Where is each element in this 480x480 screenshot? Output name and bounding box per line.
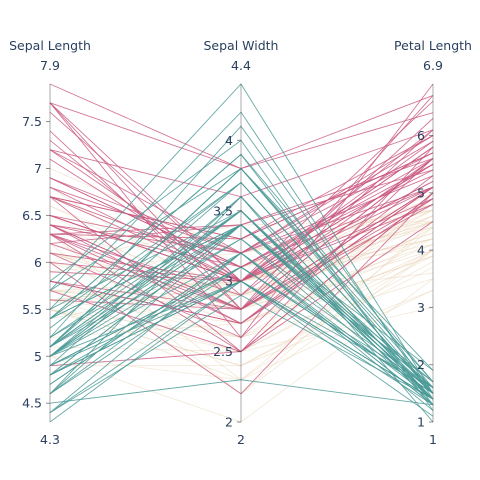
line-setosa-32: [49, 125, 434, 394]
tick-label: 2.5: [213, 344, 233, 359]
line-setosa-15: [49, 83, 434, 394]
line-setosa-39: [49, 224, 434, 394]
axis-max-label: 4.4: [231, 58, 251, 73]
line-setosa-47: [49, 252, 434, 400]
tick-label: 1: [417, 415, 425, 430]
axis-petal-length[interactable]: 1 2 3 4 5 6 Petal Length 6.9 1: [394, 38, 472, 447]
tick-label: 3.5: [213, 203, 233, 218]
tick-label: 4.5: [22, 396, 42, 411]
line-setosa-34: [49, 266, 434, 394]
axis-title-sepal-length: Sepal Length: [9, 38, 91, 53]
axis-max-label: 6.9: [423, 58, 443, 73]
tick-label: 6.5: [22, 208, 42, 223]
axis-min-label: 1: [429, 432, 437, 447]
tick-label: 5: [34, 349, 42, 364]
axis-title-sepal-width: Sepal Width: [204, 38, 279, 53]
tick-label: 6: [34, 255, 42, 270]
tick-label: 7: [34, 161, 42, 176]
lines-layer: [49, 83, 434, 423]
axis-sepal-length[interactable]: 4.5 5 5.5 6 6.5 7 7.5 Sepal Length 7.9 4.3: [9, 38, 91, 447]
line-setosa-8: [49, 294, 434, 413]
tick-label: 2: [225, 415, 233, 430]
line-setosa-49: [49, 238, 434, 400]
axis-min-label: 2: [237, 432, 245, 447]
tick-label: 3: [225, 274, 233, 289]
axis-min-label: 4.3: [40, 432, 60, 447]
line-virginica-33: [49, 186, 434, 310]
tick-label: 7.5: [22, 114, 42, 129]
tick-label: 2: [417, 357, 425, 372]
tick-label: 6: [417, 128, 425, 143]
axes-layer: 4.5 5 5.5 6 6.5 7 7.5 Sepal Length 7.9 4.3 2 2.5 3 3.…: [9, 38, 472, 447]
tick-label: 5: [417, 185, 425, 200]
line-setosa-37: [49, 196, 434, 400]
tick-label: 4: [225, 133, 233, 148]
tick-label: 3: [417, 300, 425, 315]
tick-label: 4: [417, 243, 425, 258]
axis-sepal-width[interactable]: 2 2.5 3 3.5 4 Sepal Width 4.4 2: [204, 38, 279, 447]
tick-label: 5.5: [22, 302, 42, 317]
line-setosa-48: [49, 181, 434, 394]
axis-title-petal-length: Petal Length: [394, 38, 472, 53]
line-setosa-41: [49, 379, 434, 406]
line-setosa-46: [49, 167, 434, 388]
axis-max-label: 7.9: [40, 58, 60, 73]
